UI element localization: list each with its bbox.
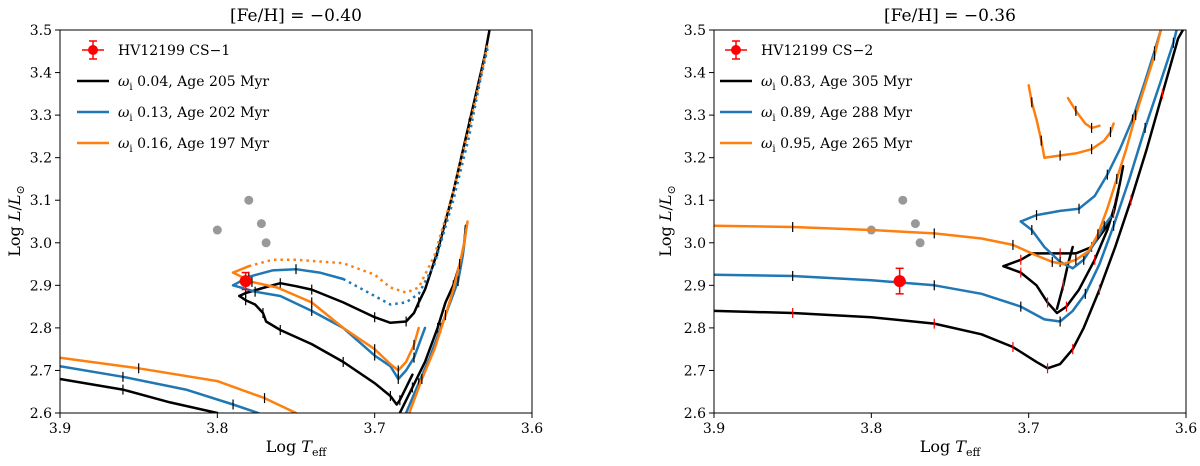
y-tick-label-5: 3.1 [684, 193, 706, 209]
y-axis-label: Log L/L⊙ [656, 185, 678, 256]
x-axis-label: Log Teff [920, 437, 982, 459]
legend-entry-series-2: ωi 0.13, Age 202 Myr [77, 105, 269, 124]
y-tick-label-9: 3.5 [684, 23, 706, 39]
y-tick-label-6: 3.2 [684, 151, 706, 167]
x-tick-label-1: 3.8 [206, 421, 228, 437]
series-1-segment-1 [60, 377, 219, 413]
series-1-segment-2 [1002, 164, 1125, 315]
y-axis-label: Log L/L⊙ [5, 185, 27, 256]
y-tick-label-0: 2.6 [30, 406, 52, 422]
y-tick-label-5: 3.1 [30, 193, 52, 209]
y-tick-label-3: 2.9 [684, 278, 706, 294]
y-tick-label-1: 2.7 [30, 363, 52, 379]
x-tick-label-3: 3.6 [521, 421, 543, 437]
legend-entry-series-3: ωi 0.16, Age 197 Myr [77, 136, 269, 155]
y-tick-label-4: 3.0 [30, 236, 52, 252]
y-tick-label-4: 3.0 [684, 236, 706, 252]
series-2-segment-4 [342, 46, 490, 306]
y-tick-label-6: 3.2 [30, 151, 52, 167]
panel-right: [Fe/H] = −0.36 3.9 3.8 3.7 3.62.62.72.82.93… [656, 6, 1197, 459]
axes-frame [713, 29, 1187, 414]
y-tick-label-8: 3.4 [30, 66, 52, 82]
series-3-segment-4 [1066, 96, 1101, 130]
legend-label-observed: HV12199 CS−2 [761, 43, 873, 59]
legend-entry-series-1: ωi 0.83, Age 305 Myr [720, 74, 912, 93]
legend-entry-series-2: ωi 0.89, Age 288 Myr [720, 105, 912, 124]
x-tick-label-2: 3.7 [364, 421, 386, 437]
x-tick-label-1: 3.8 [860, 421, 882, 437]
axis-ticks: 3.9 3.8 3.7 3.6 2.6 2.7 2.8 2.9 3.0 3.1 3.2 3.3 3.4 3… [684, 23, 1197, 437]
legend-label-series-2: ωi 0.13, Age 202 Myr [118, 105, 269, 124]
chart-title: [Fe/H] = −0.36 [884, 6, 1016, 26]
series-2-segment-2 [231, 284, 427, 381]
grey-point-1 [244, 195, 254, 205]
legend-label-observed: HV12199 CS−1 [118, 43, 230, 59]
series-2-segment-1 [60, 364, 260, 413]
x-tick-label-0: 3.9 [703, 421, 725, 437]
axis-ticks: 3.9 3.8 3.7 3.6 2.6 2.7 2.8 2.9 3.0 3.1 3.2 3.3 3.4 3… [30, 23, 543, 437]
panel-left: [Fe/H] = −0.40 3.9 3.8 3.7 3.62.62.72.82.93… [5, 6, 543, 459]
chart-title: [Fe/H] = −0.40 [230, 6, 362, 26]
legend-entry-series-3: ωi 0.95, Age 265 Myr [720, 136, 912, 155]
legend-label-series-3: ωi 0.16, Age 197 Myr [118, 136, 269, 155]
y-tick-label-0: 2.6 [684, 406, 706, 422]
y-tick-label-3: 2.9 [30, 278, 52, 294]
plot-area [714, 30, 1185, 374]
legend-marker-observed [731, 45, 741, 55]
legend: HV12199 CS−2 ωi 0.83, Age 305 Myr ωi 0.8… [720, 40, 912, 155]
grey-point-0 [212, 225, 222, 235]
observed-point [239, 275, 252, 288]
series-3-segment-3 [231, 264, 251, 274]
legend-marker-observed [88, 45, 98, 55]
y-tick-label-2: 2.8 [30, 321, 52, 337]
y-tick-label-2: 2.8 [684, 321, 706, 337]
series-2-segment-2 [1019, 30, 1163, 223]
plot-area [60, 30, 491, 413]
series-1-segment-4 [1074, 190, 1120, 255]
series-3-segment-4 [248, 42, 490, 294]
series-1-segment-2 [238, 294, 414, 406]
x-tick-label-0: 3.9 [49, 421, 71, 437]
series-2-segment-3 [1019, 215, 1112, 270]
y-tick-label-7: 3.3 [684, 108, 706, 124]
legend-entry-observed: HV12199 CS−1 [82, 40, 230, 60]
series-3-segment-3 [1027, 84, 1046, 159]
legend-label-series-1: ωi 0.04, Age 205 Myr [118, 74, 269, 93]
series-1-segment-1 [714, 30, 1185, 370]
grey-point-2 [910, 219, 920, 229]
grey-point-1 [898, 195, 908, 205]
series-1-segment-5 [1055, 245, 1074, 310]
y-tick-label-8: 3.4 [684, 66, 706, 82]
observed-point [893, 275, 906, 288]
legend-entry-series-1: ωi 0.04, Age 205 Myr [77, 74, 269, 93]
y-tick-label-7: 3.3 [30, 108, 52, 124]
axes-frame [59, 29, 533, 414]
legend-label-series-3: ωi 0.95, Age 265 Myr [761, 136, 912, 155]
y-tick-label-9: 3.5 [30, 23, 52, 39]
series-1-segment-3 [238, 30, 491, 325]
series-3-segment-5 [408, 220, 469, 413]
x-tick-label-2: 3.7 [1018, 421, 1040, 437]
grey-point-2 [256, 219, 266, 229]
y-tick-label-1: 2.7 [684, 363, 706, 379]
grey-point-3 [261, 238, 271, 248]
x-tick-label-3: 3.6 [1175, 421, 1197, 437]
x-axis-label: Log Teff [266, 437, 328, 459]
legend-label-series-1: ωi 0.83, Age 305 Myr [761, 74, 912, 93]
legend: HV12199 CS−1 ωi 0.04, Age 205 Myr ωi 0.1… [77, 40, 269, 155]
series-2-segment-1 [714, 30, 1178, 323]
legend-entry-observed: HV12199 CS−2 [725, 40, 873, 60]
legend-label-series-2: ωi 0.89, Age 288 Myr [761, 105, 912, 124]
grey-point-3 [915, 238, 925, 248]
series-3-segment-1 [60, 356, 298, 413]
series-3-segment-2 [1043, 122, 1115, 159]
